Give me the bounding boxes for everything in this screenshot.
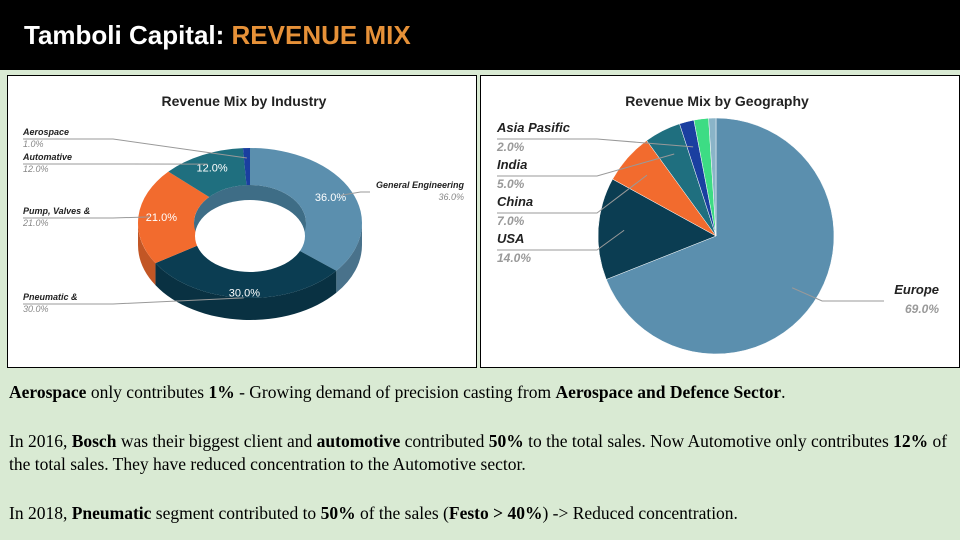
bosch-paragraph: In 2016, Bosch was their biggest client … <box>9 430 954 476</box>
p2-run-7: 12% <box>893 431 929 451</box>
industry-pct-0: 36.0% <box>438 192 464 202</box>
industry-legend-labels: General Engineering 36.0% Pneumatic & 30.0%… <box>22 127 464 314</box>
p3-run-5: Festo > 40% <box>448 503 543 523</box>
industry-value-0: 36.0% <box>315 192 346 204</box>
aerospace-paragraph: Aerospace only contributes 1% - Growing … <box>9 381 954 404</box>
industry-pct-1: 30.0% <box>23 304 49 314</box>
geography-label-3: India <box>497 157 527 172</box>
geography-chart: Revenue Mix by Geography Europe 69.0% USA 14… <box>496 93 939 355</box>
industry-wall-1 <box>155 263 337 320</box>
industry-pct-2: 21.0% <box>22 218 49 228</box>
p3-run-2: segment contributed to <box>151 503 321 523</box>
industry-side-walls <box>138 223 362 320</box>
geography-label-2: China <box>497 194 533 209</box>
industry-label-4: Aerospace <box>22 127 69 137</box>
geography-label-1: USA <box>497 231 524 246</box>
industry-value-3: 12.0% <box>197 162 228 174</box>
industry-label-3: Automative <box>22 152 72 162</box>
industry-slice-labels: 36.0% 30.0% 21.0% 12.0% <box>146 162 347 299</box>
p2-run-6: to the total sales. Now Automotive only … <box>523 431 894 451</box>
p2-run-1: Bosch <box>71 431 117 451</box>
title-bar: Tamboli Capital: REVENUE MIX <box>0 0 960 70</box>
geography-legend-labels: Europe 69.0% USA 14.0% China 7.0% India 5.0% Asi… <box>496 120 939 316</box>
industry-label-1: Pneumatic & <box>23 292 78 302</box>
geography-pct-2: 7.0% <box>497 214 525 228</box>
industry-leader-1 <box>23 297 244 305</box>
industry-chart-panel: Revenue Mix by Industry 36.0% 30.0% 21.0% 12… <box>7 75 477 368</box>
p1-run-2: 1% <box>208 382 235 402</box>
p1-run-1: only contributes <box>86 382 209 402</box>
geography-leader-4 <box>497 138 694 148</box>
p1-run-0: Aerospace <box>9 382 87 402</box>
title-prefix: Tamboli Capital: <box>24 20 232 50</box>
geography-slices <box>597 117 835 355</box>
industry-leader-4 <box>23 138 247 159</box>
geography-label-0: Europe <box>894 282 939 297</box>
p2-run-0: In 2016, <box>9 431 72 451</box>
p1-run-5: . <box>781 382 786 402</box>
industry-value-1: 30.0% <box>229 287 260 299</box>
industry-leader-2 <box>23 216 151 219</box>
geography-leader-0 <box>791 287 884 302</box>
industry-wall-2 <box>138 223 156 286</box>
industry-wall-0 <box>336 223 362 293</box>
industry-pct-3: 12.0% <box>23 164 49 174</box>
industry-hole-wall <box>194 185 306 245</box>
geography-leader-1 <box>497 229 625 251</box>
p1-run-4: Aerospace and Defence Sector <box>555 382 782 402</box>
industry-chart: Revenue Mix by Industry 36.0% 30.0% 21.0% 12… <box>22 93 464 320</box>
p2-run-8: of the total sales. They have reduced co… <box>9 431 948 474</box>
industry-leader-0 <box>340 191 370 196</box>
geography-pct-0: 69.0% <box>905 302 939 316</box>
geography-leader-3 <box>497 153 675 177</box>
industry-slice-0 <box>250 148 362 271</box>
industry-slice-3 <box>168 148 247 197</box>
p1-run-3: - Growing demand of precision casting fr… <box>234 382 556 402</box>
industry-pct-4: 1.0% <box>23 139 44 149</box>
p2-run-3: automotive <box>316 431 401 451</box>
p3-run-6: ) -> Reduced concentration. <box>542 503 738 523</box>
p3-run-3: 50% <box>320 503 356 523</box>
industry-slice-2 <box>137 171 210 264</box>
geography-slice-1 <box>597 178 717 280</box>
p3-run-0: In 2018, <box>9 503 72 523</box>
slide-title: Tamboli Capital: REVENUE MIX <box>24 20 411 51</box>
industry-chart-title: Revenue Mix by Industry <box>162 93 327 109</box>
industry-label-2: Pump, Valves & <box>23 206 90 216</box>
title-accent: REVENUE MIX <box>231 20 411 50</box>
geography-pct-1: 14.0% <box>497 251 531 265</box>
geography-pct-4: 2.0% <box>496 140 525 154</box>
geography-slice-0 <box>605 117 835 355</box>
p2-run-5: 50% <box>488 431 524 451</box>
geography-chart-panel: Revenue Mix by Geography Europe 69.0% USA 14… <box>480 75 960 368</box>
geography-leader-2 <box>497 174 648 214</box>
industry-hole <box>195 200 305 272</box>
pneumatic-paragraph: In 2018, Pneumatic segment contributed t… <box>9 502 954 525</box>
p2-run-2: was their biggest client and <box>116 431 317 451</box>
industry-label-0: General Engineering <box>376 180 465 190</box>
geography-chart-title: Revenue Mix by Geography <box>625 93 809 109</box>
industry-value-2: 21.0% <box>146 212 177 224</box>
p3-run-1: Pneumatic <box>71 503 152 523</box>
geography-slice-6 <box>708 117 717 237</box>
geography-label-4: Asia Pasific <box>496 120 571 135</box>
p3-run-4: of the sales ( <box>355 503 449 523</box>
p2-run-4: contributed <box>400 431 489 451</box>
geography-pct-3: 5.0% <box>497 177 525 191</box>
